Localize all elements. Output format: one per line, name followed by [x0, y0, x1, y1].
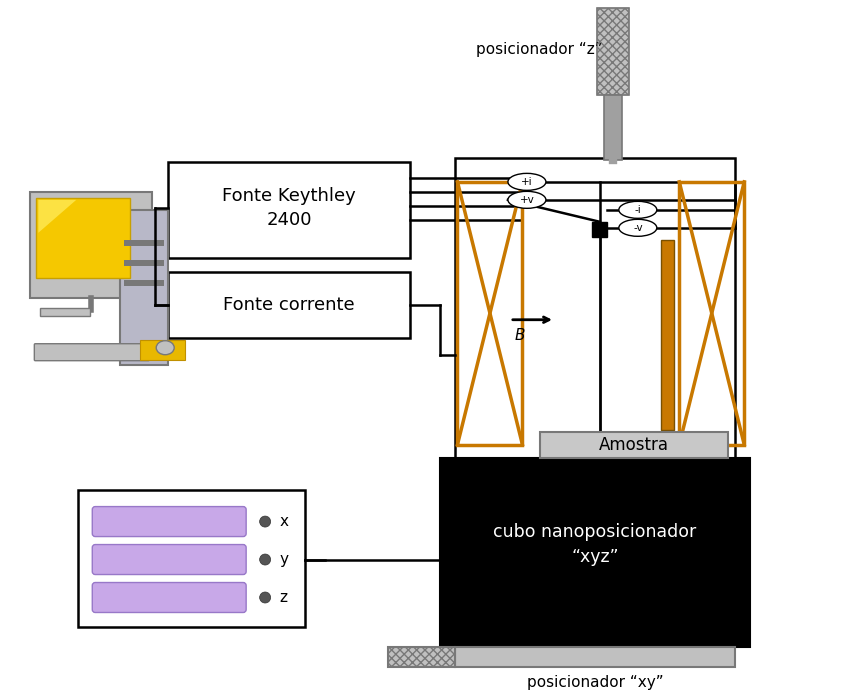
Ellipse shape	[157, 340, 174, 355]
Ellipse shape	[508, 192, 545, 208]
FancyBboxPatch shape	[597, 8, 629, 95]
Circle shape	[260, 554, 271, 565]
FancyBboxPatch shape	[540, 432, 728, 457]
FancyBboxPatch shape	[168, 162, 410, 258]
FancyBboxPatch shape	[124, 240, 164, 246]
FancyBboxPatch shape	[92, 545, 246, 574]
Circle shape	[260, 516, 271, 527]
Text: B: B	[515, 328, 525, 343]
FancyBboxPatch shape	[455, 158, 734, 457]
Text: +v: +v	[520, 195, 534, 205]
FancyBboxPatch shape	[661, 240, 674, 430]
Text: cubo nanoposicionador
“xyz”: cubo nanoposicionador “xyz”	[494, 523, 696, 566]
Text: -v: -v	[633, 223, 643, 233]
Text: posicionador “xy”: posicionador “xy”	[527, 675, 663, 690]
Text: z: z	[279, 590, 287, 605]
FancyBboxPatch shape	[124, 280, 164, 286]
Circle shape	[260, 592, 271, 603]
FancyBboxPatch shape	[604, 95, 622, 160]
Text: x: x	[279, 514, 288, 529]
FancyBboxPatch shape	[120, 210, 168, 365]
Ellipse shape	[619, 219, 657, 236]
FancyBboxPatch shape	[592, 222, 608, 237]
Text: +i: +i	[521, 177, 533, 187]
FancyBboxPatch shape	[440, 457, 750, 648]
FancyBboxPatch shape	[34, 344, 149, 361]
Ellipse shape	[508, 174, 545, 190]
FancyBboxPatch shape	[31, 192, 152, 298]
Text: posicionador “z”: posicionador “z”	[477, 42, 603, 57]
FancyBboxPatch shape	[37, 198, 130, 277]
Polygon shape	[38, 200, 77, 233]
FancyBboxPatch shape	[92, 507, 246, 536]
Text: -i: -i	[635, 205, 641, 215]
FancyBboxPatch shape	[40, 308, 90, 316]
Text: Amostra: Amostra	[599, 436, 669, 454]
Text: Fonte corrente: Fonte corrente	[223, 295, 355, 313]
Text: y: y	[279, 552, 288, 567]
FancyBboxPatch shape	[168, 272, 410, 338]
FancyBboxPatch shape	[78, 490, 306, 628]
Text: Fonte Keythley
2400: Fonte Keythley 2400	[222, 187, 356, 228]
FancyBboxPatch shape	[92, 583, 246, 612]
FancyBboxPatch shape	[140, 340, 186, 360]
FancyBboxPatch shape	[124, 260, 164, 266]
FancyBboxPatch shape	[455, 648, 734, 668]
FancyBboxPatch shape	[388, 648, 455, 668]
Ellipse shape	[619, 201, 657, 218]
